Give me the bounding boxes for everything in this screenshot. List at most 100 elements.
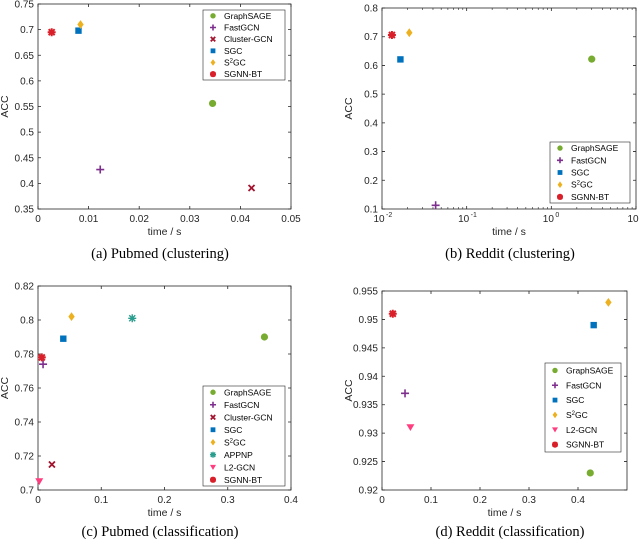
point-graphsage xyxy=(208,99,217,108)
legend-box xyxy=(202,385,286,487)
plot-area xyxy=(381,290,628,491)
y-tick-label: 0.94 xyxy=(359,372,379,383)
legend-label-appnp: APPNP xyxy=(224,450,253,460)
point-sgnn-bt xyxy=(37,353,46,362)
x-tick-label: 0.01 xyxy=(79,214,99,225)
point-graphsage xyxy=(586,469,594,477)
x-tick-exponent: -2 xyxy=(386,212,392,219)
point-graphsage xyxy=(260,333,269,341)
x-tick-label: 0.4 xyxy=(284,495,298,506)
x-tick-label: 0 xyxy=(35,495,41,506)
y-axis-label: ACC xyxy=(343,379,355,402)
legend-box xyxy=(202,9,286,81)
legend-marker-appnp xyxy=(210,451,216,458)
point-cluster-gcn xyxy=(48,460,56,469)
y-tick-label: 0.945 xyxy=(353,343,378,354)
legend-label-fastgcn: FastGCN xyxy=(224,23,259,33)
legend-label-graphsage: GraphSAGE xyxy=(566,365,614,375)
y-tick-label: 0.93 xyxy=(359,429,379,440)
point-graphsage xyxy=(588,55,596,63)
y-tick-label: 0.1 xyxy=(364,205,378,216)
legend-marker-fastgcn xyxy=(210,401,216,408)
legend-label-fastgcn: FastGCN xyxy=(224,400,259,410)
legend-label-sgc: SGC xyxy=(566,395,584,405)
point-l2-gcn xyxy=(406,424,415,432)
point-s2gc xyxy=(77,20,84,29)
point-sgc xyxy=(75,27,82,34)
legend-marker-l2-gcn xyxy=(210,464,216,470)
legend-label-sgnn-bt: SGNN-BT xyxy=(566,440,604,450)
y-tick-label: 0.75 xyxy=(15,0,35,11)
x-tick-exponent: 0 xyxy=(555,212,559,219)
legend-box xyxy=(544,362,622,453)
x-tick-label: 0.3 xyxy=(221,495,235,506)
legend-marker-s2gc xyxy=(552,411,558,419)
legend-label-sgnn-bt: SGNN-BT xyxy=(571,192,609,202)
y-tick-label: 0.5 xyxy=(20,128,34,139)
y-tick-label: 0.4 xyxy=(364,118,378,129)
x-tick-label: 10 xyxy=(458,214,470,225)
legend-marker-cluster-gcn xyxy=(210,414,216,421)
legend-marker-fastgcn xyxy=(210,24,216,31)
legend-marker-sgc xyxy=(557,170,563,175)
x-tick-label: 0 xyxy=(35,214,41,225)
chart-panel-3: 0.7 0.72 0.74 0.76 0.78 0.8 0.82 0 0.1 0.2 0.3 0.4 t… xyxy=(0,282,298,541)
x-tick-label: 0.05 xyxy=(281,214,301,225)
legend-marker-graphsage xyxy=(210,389,216,395)
legend-marker-graphsage xyxy=(557,145,563,151)
legend-marker-fastgcn xyxy=(557,157,563,164)
y-tick-label: 0.74 xyxy=(15,418,35,429)
point-sgnn-bt xyxy=(47,28,56,37)
legend-label-sgc: SGC xyxy=(571,168,589,178)
legend: GraphSAGE FastGCN SGC S2GC L2-GCN SGNN-BT xyxy=(544,362,622,453)
legend-label-l2-gcn: L2-GCN xyxy=(224,462,255,472)
y-tick-label: 0.72 xyxy=(15,452,35,463)
x-tick-label: 0.2 xyxy=(158,495,172,506)
point-l2-gcn xyxy=(35,478,44,486)
legend: GraphSAGE FastGCN Cluster-GCN SGC S2GC APPNP L… xyxy=(202,385,286,487)
x-tick-label: 0.1 xyxy=(94,495,108,506)
panel-caption: (c) Pubmed (classification) xyxy=(81,524,238,540)
legend-label-s2gc: S2GC xyxy=(224,58,246,68)
legend-marker-s2gc xyxy=(557,181,563,188)
legend-marker-graphsage xyxy=(552,367,558,374)
x-tick-label: 10 xyxy=(627,214,639,225)
legend-marker-sgc xyxy=(210,48,216,54)
chart-panel-1: 0.35 0.4 0.45 0.5 0.55 0.6 0.65 0.7 0.75 0 0.01 0.0… xyxy=(0,0,301,262)
x-axis-label: time / s xyxy=(148,507,182,519)
y-tick-label: 0.8 xyxy=(364,4,378,15)
legend-label-fastgcn: FastGCN xyxy=(566,380,601,390)
x-tick-label: 10 xyxy=(543,214,555,225)
chart-panel-4: 0.92 0.925 0.93 0.935 0.94 0.945 0.95 0.955 0 0.1… xyxy=(343,287,628,540)
y-tick-label: 0.7 xyxy=(20,25,34,36)
panel-caption: (a) Pubmed (clustering) xyxy=(91,246,229,262)
legend-marker-s2gc xyxy=(210,438,216,446)
legend-marker-sgnn-bt xyxy=(210,476,216,483)
legend-marker-graphsage xyxy=(210,13,216,19)
panel-caption: (d) Reddit (classification) xyxy=(436,524,585,540)
point-fastgcn xyxy=(39,360,48,369)
legend-label-graphsage: GraphSAGE xyxy=(571,143,619,153)
y-axis-label: ACC xyxy=(0,95,11,118)
x-tick-label: 10 xyxy=(373,214,385,225)
legend-label-graphsage: GraphSAGE xyxy=(224,387,272,397)
panel-caption: (b) Reddit (clustering) xyxy=(445,246,575,262)
point-s2gc xyxy=(68,312,75,321)
y-tick-label: 0.6 xyxy=(20,76,34,87)
x-axis-label: time / s xyxy=(488,507,522,519)
point-sgnn-bt xyxy=(388,309,397,318)
y-tick-label: 0.955 xyxy=(353,287,378,298)
y-tick-label: 0.3 xyxy=(364,147,378,158)
point-fastgcn xyxy=(431,201,440,210)
legend-box xyxy=(549,141,631,204)
x-tick-label: 0.1 xyxy=(424,495,438,506)
plot-area xyxy=(381,7,637,210)
legend-label-s2gc: S2GC xyxy=(566,410,588,420)
y-tick-label: 0.82 xyxy=(15,282,35,293)
y-tick-label: 0.5 xyxy=(364,90,378,101)
x-tick-label: 0 xyxy=(379,495,385,506)
x-tick-label: 0.3 xyxy=(522,495,536,506)
point-cluster-gcn xyxy=(247,184,256,192)
legend-marker-sgc xyxy=(210,427,216,433)
